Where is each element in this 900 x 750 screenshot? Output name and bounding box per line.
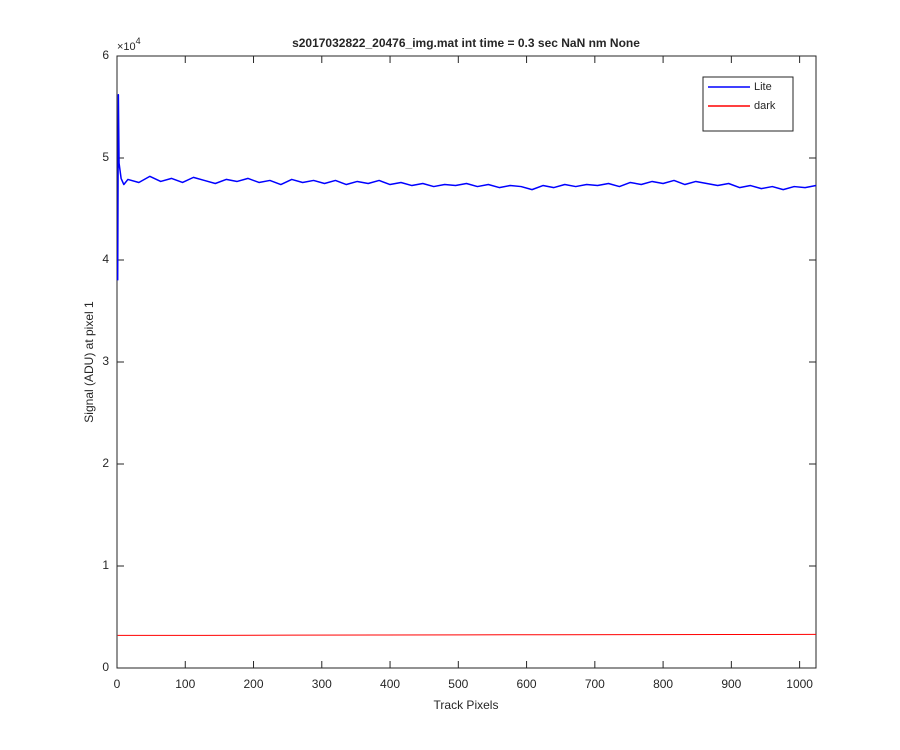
x-tick-label: 700 bbox=[585, 677, 605, 691]
x-tick-label: 100 bbox=[175, 677, 195, 691]
legend-label: Lite bbox=[754, 81, 772, 93]
y-tick-label: 2 bbox=[102, 456, 109, 470]
legend-box bbox=[702, 76, 794, 132]
legend-label: dark bbox=[754, 100, 776, 112]
y-tick-label: 1 bbox=[102, 558, 109, 572]
x-tick-label: 800 bbox=[653, 677, 673, 691]
y-tick-label: 6 bbox=[102, 48, 109, 62]
legend: Lite dark bbox=[702, 76, 794, 132]
y-tick-label: 3 bbox=[102, 354, 109, 368]
y-tick-label: 4 bbox=[102, 252, 109, 266]
y-multiplier-base: ×10 bbox=[117, 41, 136, 53]
chart-title: s2017032822_20476_img.mat int time = 0.3… bbox=[292, 36, 640, 50]
x-tick-label: 500 bbox=[448, 677, 468, 691]
x-tick-label: 900 bbox=[721, 677, 741, 691]
x-tick-label: 300 bbox=[312, 677, 332, 691]
x-tick-label: 600 bbox=[517, 677, 537, 691]
axes-box bbox=[116, 55, 817, 669]
data-line bbox=[116, 94, 817, 281]
x-tick-label: 0 bbox=[114, 677, 121, 691]
y-tick-label: 5 bbox=[102, 150, 109, 164]
x-axis-label: Track Pixels bbox=[434, 698, 499, 712]
x-tick-label: 400 bbox=[380, 677, 400, 691]
x-tick-label: 1000 bbox=[786, 677, 813, 691]
y-tick-label: 0 bbox=[102, 660, 109, 674]
y-multiplier: ×104 bbox=[117, 36, 141, 53]
x-tick-label: 200 bbox=[244, 677, 264, 691]
data-line bbox=[117, 633, 817, 636]
y-axis-label: Signal (ADU) at pixel 1 bbox=[82, 301, 96, 423]
y-multiplier-exponent: 4 bbox=[136, 36, 141, 46]
